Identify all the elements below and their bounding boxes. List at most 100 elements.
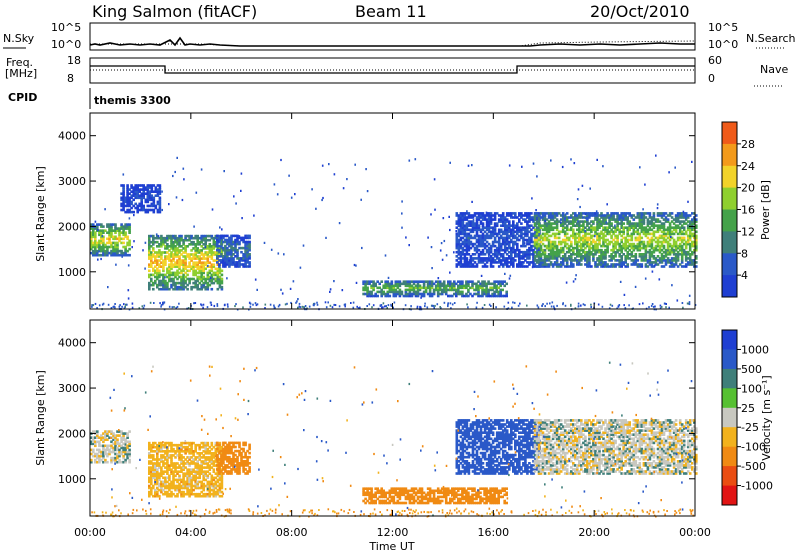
data-cell (368, 280, 371, 283)
data-cell (160, 234, 163, 238)
data-cell (136, 206, 139, 210)
data-cell (561, 263, 565, 266)
data-cell (168, 468, 171, 471)
data-cell (114, 448, 117, 452)
data-cell (499, 255, 503, 258)
data-cell (126, 186, 129, 189)
data-cell (90, 458, 93, 462)
data-cell (162, 251, 165, 254)
data-cell (487, 242, 491, 246)
data-cell (404, 292, 408, 296)
data-cell (461, 265, 465, 268)
data-cell (100, 434, 103, 437)
data-cell (473, 257, 477, 260)
data-cell (248, 261, 251, 264)
data-cell (485, 292, 488, 296)
data-cell (174, 285, 177, 289)
sky-panel: N.Sky N.Search 10^5 10^0 10^5 10^0 (3, 21, 796, 51)
data-cell (124, 233, 127, 237)
data-cell (158, 245, 161, 248)
data-cell (200, 238, 203, 242)
data-cell (602, 255, 605, 258)
data-cell (180, 494, 183, 498)
scatter-cell (614, 224, 616, 227)
data-cell (473, 261, 477, 264)
data-cell (520, 263, 523, 266)
data-cell (693, 234, 696, 238)
data-cell (172, 247, 175, 250)
data-cell (106, 223, 109, 226)
data-cell (578, 222, 581, 225)
data-cell (232, 263, 235, 266)
ground-cell (519, 302, 521, 305)
data-cell (463, 263, 467, 266)
y-tick-label: 1000 (58, 266, 86, 279)
data-cell (224, 246, 227, 250)
data-cell (154, 441, 157, 445)
data-cell (584, 263, 587, 266)
data-cell (572, 253, 575, 256)
data-cell (224, 238, 227, 242)
data-cell (438, 286, 442, 290)
data-cell (510, 238, 513, 242)
ground-cell (254, 302, 257, 305)
data-cell (672, 226, 676, 229)
data-cell (242, 246, 245, 250)
data-cell (122, 456, 125, 460)
data-cell (534, 246, 537, 250)
data-cell (590, 265, 593, 268)
data-cell (528, 230, 531, 234)
data-cell (658, 248, 662, 252)
data-cell (636, 228, 640, 232)
data-cell (491, 234, 495, 238)
data-cell (148, 186, 152, 189)
data-cell (248, 263, 251, 266)
data-cell (604, 255, 607, 258)
data-cell (522, 265, 525, 268)
data-cell (682, 214, 686, 217)
data-cell (449, 288, 452, 292)
data-cell (162, 269, 165, 273)
data-cell (535, 261, 539, 264)
data-cell (477, 242, 481, 246)
data-cell (652, 248, 656, 252)
data-cell (497, 238, 501, 242)
data-cell (424, 280, 428, 283)
data-cell (664, 218, 668, 221)
data-cell (122, 190, 125, 193)
data-cell (465, 216, 469, 219)
data-cell (549, 240, 553, 244)
data-cell (549, 226, 553, 229)
data-cell (644, 234, 648, 238)
data-cell (512, 234, 515, 238)
data-cell (489, 244, 493, 248)
data-cell (202, 238, 205, 242)
data-cell (122, 233, 125, 237)
data-cell (594, 248, 597, 252)
data-cell (186, 255, 189, 258)
data-cell (481, 250, 485, 254)
data-cell (545, 232, 549, 236)
data-cell (596, 214, 599, 217)
data-cell (608, 220, 611, 223)
data-cell (100, 245, 103, 249)
data-cell (479, 228, 483, 232)
data-cell (634, 236, 638, 240)
data-cell (596, 224, 599, 227)
data-cell (590, 236, 593, 240)
data-cell (100, 225, 103, 228)
data-cell (541, 265, 545, 268)
data-cell (170, 454, 173, 457)
scatter-cell (97, 258, 99, 261)
data-cell (578, 263, 581, 266)
data-cell (172, 257, 175, 260)
data-cell (628, 222, 631, 225)
data-cell (100, 235, 103, 239)
data-cell (553, 232, 557, 236)
data-cell (178, 261, 181, 264)
data-cell (192, 267, 195, 271)
data-cell (148, 253, 151, 256)
data-cell (648, 255, 652, 258)
data-cell (96, 456, 99, 460)
data-cell (686, 220, 690, 223)
